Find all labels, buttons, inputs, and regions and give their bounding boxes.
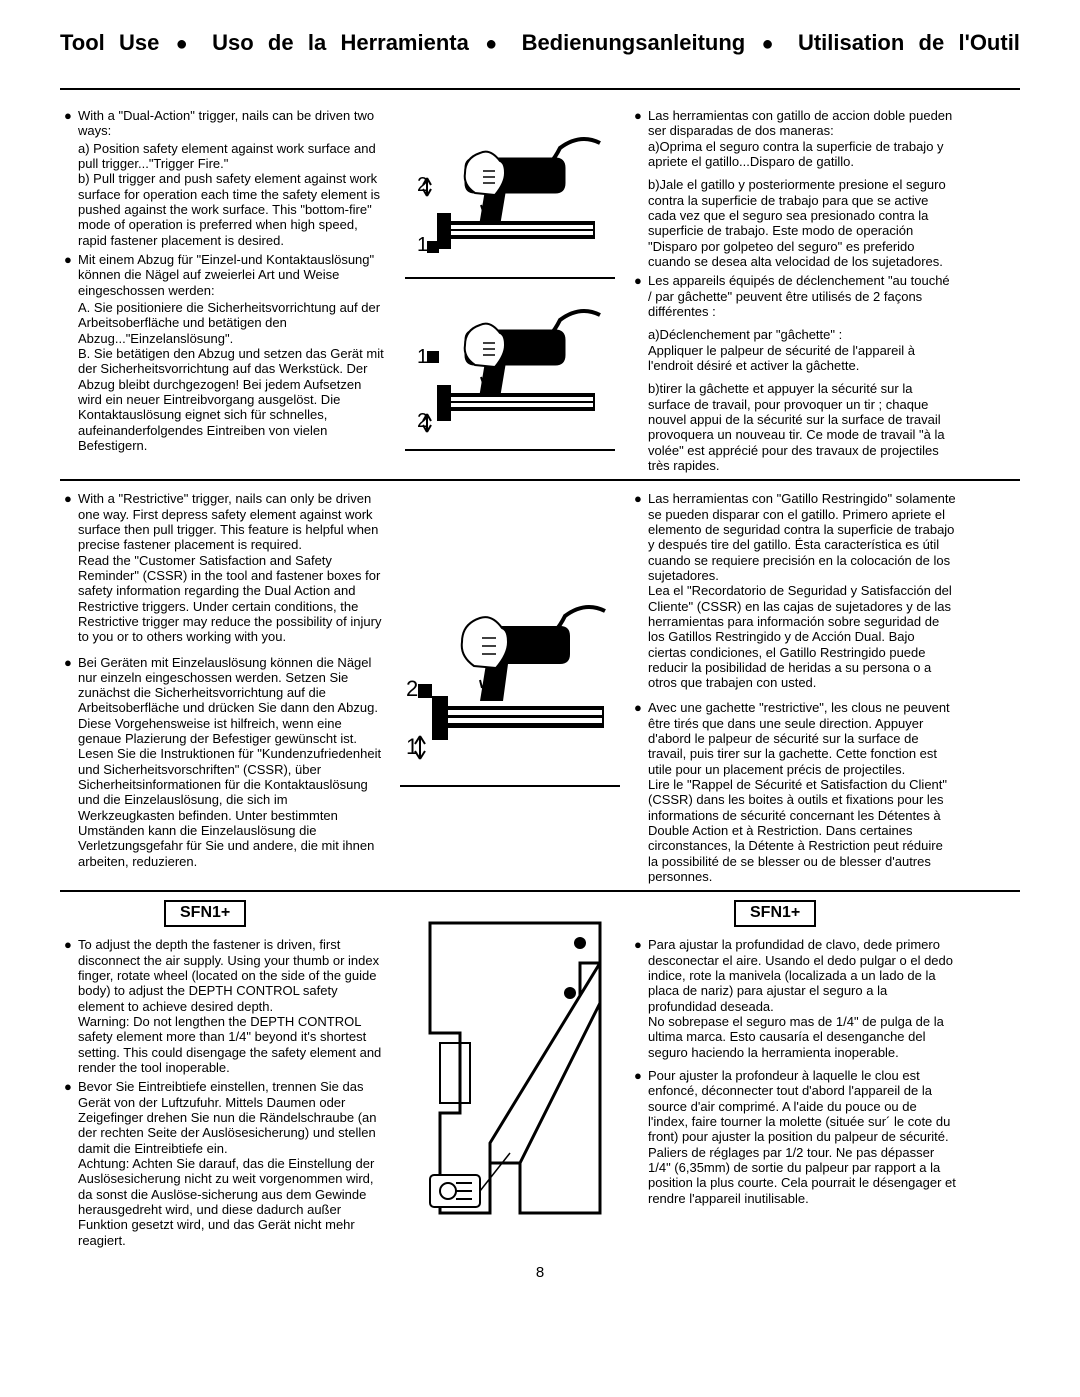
page-number: 8 (60, 1264, 1020, 1281)
separator-dot: ● (483, 33, 507, 55)
svg-text:1: 1 (417, 346, 428, 368)
text: A. Sie positioniere die Sicherheitsvorri… (78, 300, 386, 453)
section-dual-action: ●With a "Dual-Action" trigger, nails can… (60, 98, 1020, 481)
text: To adjust the depth the fastener is driv… (78, 937, 386, 1075)
left-column: ●With a "Restrictive" trigger, nails can… (60, 487, 390, 884)
title-de: Bedienungsanleitung (522, 30, 746, 55)
nailer-figure-bottom-fire: 1 2 (405, 295, 615, 455)
nailer-figure-trigger-fire: 2 1 (405, 123, 615, 283)
left-column: SFN1+ ●To adjust the depth the fastener … (60, 898, 390, 1247)
manual-page: Tool Use ● Uso de la Herramienta ● Bedie… (0, 0, 1080, 1301)
text: With a "Dual-Action" trigger, nails can … (78, 108, 386, 139)
text: With a "Restrictive" trigger, nails can … (78, 491, 386, 644)
left-column: ●With a "Dual-Action" trigger, nails can… (60, 104, 390, 473)
text: Las herramientas con gatillo de accion d… (648, 108, 956, 169)
text: b)Jale el gatillo y posteriormente presi… (648, 177, 956, 269)
model-label: SFN1+ (734, 900, 816, 927)
model-label: SFN1+ (164, 900, 246, 927)
section-restrictive: ●With a "Restrictive" trigger, nails can… (60, 481, 1020, 892)
text: a)Déclenchement par "gâchette" : Appliqu… (648, 327, 956, 373)
nailer-figure-restrictive: 2 1 (400, 576, 620, 796)
text: Mit einem Abzug für "Einzel-und Kontakta… (78, 252, 386, 298)
text: Pour ajuster la profondeur à laquelle le… (648, 1068, 956, 1206)
right-column: ●Las herramientas con gatillo de accion … (630, 104, 960, 473)
text: b)tirer la gâchette et appuyer la sécuri… (648, 381, 956, 473)
depth-adjust-figure (400, 913, 620, 1233)
title-fr: Utilisation de l'Outil (798, 30, 1020, 55)
section-depth-adjust: SFN1+ ●To adjust the depth the fastener … (60, 892, 1020, 1253)
text: Les appareils équipés de déclenchement "… (648, 273, 956, 319)
page-title: Tool Use ● Uso de la Herramienta ● Bedie… (60, 30, 1020, 90)
figure-column: 2 1 (390, 104, 630, 473)
svg-text:1: 1 (406, 734, 418, 759)
figure-column: 2 1 (390, 487, 630, 884)
text: a) Position safety element against work … (78, 141, 386, 248)
title-en: Tool Use (60, 30, 159, 55)
svg-text:2: 2 (406, 676, 418, 701)
right-column: SFN1+ ●Para ajustar la profundidad de cl… (630, 898, 960, 1247)
text: Avec une gachette "restrictive", les clo… (648, 700, 956, 884)
right-column: ●Las herramientas con "Gatillo Restringi… (630, 487, 960, 884)
text: Las herramientas con "Gatillo Restringid… (648, 491, 956, 690)
text: Bevor Sie Eintreibtiefe einstellen, tren… (78, 1079, 386, 1248)
text: Para ajustar la profundidad de clavo, de… (648, 937, 956, 1060)
title-es: Uso de la Herramienta (212, 30, 469, 55)
text: Bei Geräten mit Einzelauslösung können d… (78, 655, 386, 870)
separator-dot: ● (760, 33, 784, 55)
svg-text:1: 1 (417, 234, 428, 256)
figure-column (390, 898, 630, 1247)
separator-dot: ● (174, 33, 198, 55)
